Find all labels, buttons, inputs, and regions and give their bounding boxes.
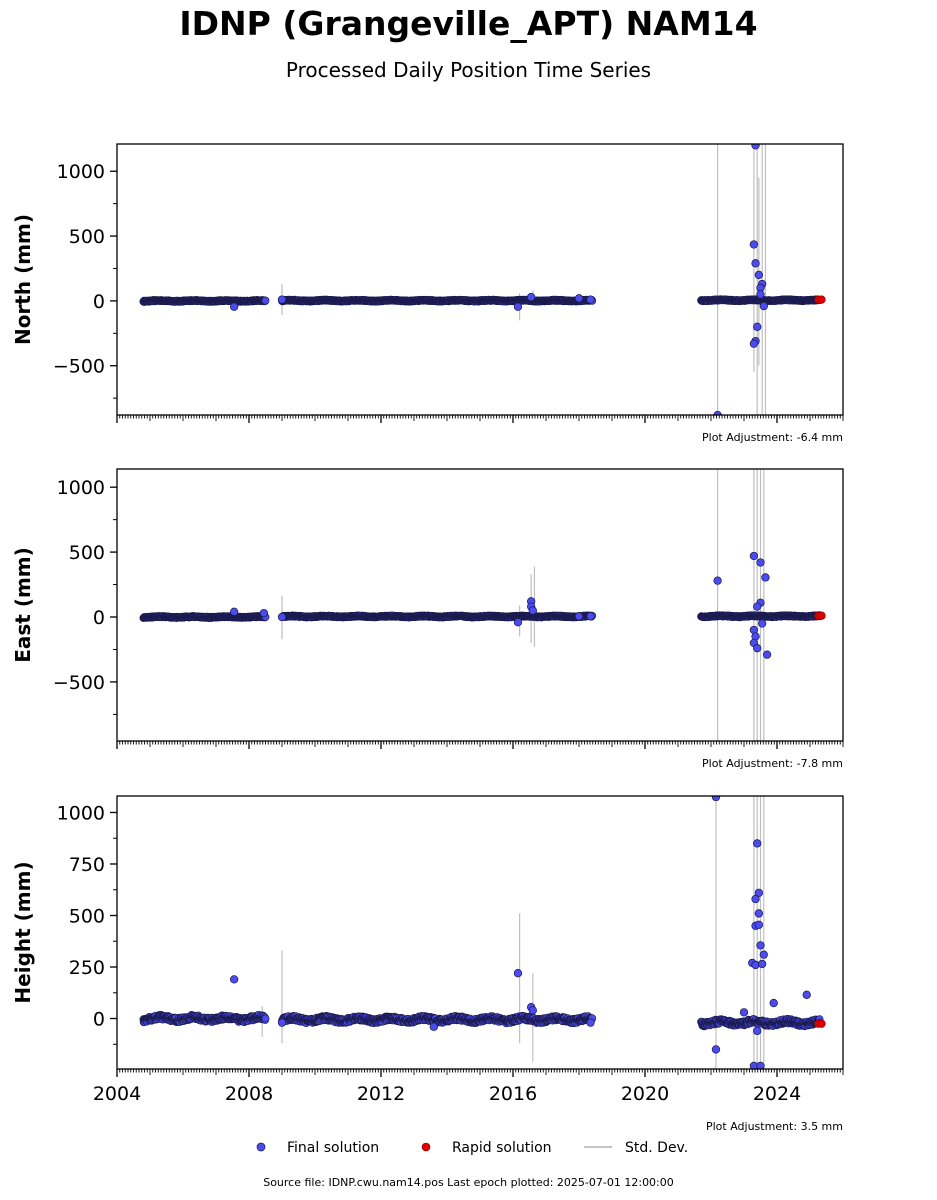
- final-point: [761, 573, 770, 582]
- y-tick-label: 500: [69, 542, 105, 564]
- final-point: [758, 619, 767, 628]
- panel-east: 1000 500 0 −500 East (mm) Plot Adjustment: -7…: [11, 468, 844, 770]
- final-point: [513, 618, 523, 627]
- y-tick-label: 500: [69, 226, 105, 248]
- y-tick-label: 1000: [57, 477, 105, 499]
- final-point: [751, 259, 760, 268]
- final-point: [713, 576, 722, 585]
- final-point: [229, 302, 239, 311]
- y-tick-label: −500: [53, 356, 105, 378]
- final-point: [753, 644, 762, 653]
- final-point: [259, 608, 269, 618]
- final-point: [528, 606, 537, 615]
- final-point: [261, 296, 270, 305]
- final-point: [586, 612, 595, 621]
- chart-title: IDNP (Grangeville_APT) NAM14: [179, 4, 758, 43]
- plot-adjustment: Plot Adjustment: -7.8 mm: [702, 757, 843, 770]
- y-axis-label: East (mm): [11, 547, 35, 663]
- final-point: [586, 295, 595, 304]
- final-point: [751, 144, 760, 150]
- final-point: [749, 339, 759, 348]
- final-point: [277, 612, 287, 622]
- final-point: [229, 607, 239, 616]
- final-point: [762, 650, 772, 659]
- final-point: [574, 612, 584, 621]
- rapid-point: [817, 611, 826, 620]
- panel-north: 1000 500 0 −500 North (mm) Plot Adjustment: -…: [11, 143, 844, 444]
- final-point: [756, 558, 765, 567]
- final-point: [527, 292, 536, 302]
- final-point: [754, 270, 763, 280]
- y-tick-label: −500: [53, 672, 105, 694]
- y-tick-label: 0: [93, 291, 105, 313]
- y-axis-label: North (mm): [11, 214, 35, 345]
- plot-adjustment: Plot Adjustment: -6.4 mm: [702, 431, 843, 444]
- final-point: [513, 302, 523, 311]
- final-point: [756, 290, 765, 299]
- axes-frame: [116, 468, 844, 742]
- final-point: [261, 1014, 270, 1023]
- final-point: [749, 240, 759, 249]
- final-point: [753, 602, 762, 611]
- final-point: [753, 322, 762, 331]
- final-point: [749, 551, 759, 561]
- axes-frame: [116, 143, 844, 416]
- chart-subtitle: Processed Daily Position Time Series: [285, 58, 652, 82]
- final-point: [713, 410, 722, 415]
- plot-area: [139, 796, 826, 1069]
- y-tick-label: 0: [93, 607, 105, 629]
- plot-area: [139, 144, 826, 415]
- y-tick-label: 1000: [57, 161, 105, 183]
- final-point: [574, 294, 584, 303]
- rapid-point: [817, 295, 826, 304]
- final-point: [277, 295, 287, 304]
- plot-area: [139, 469, 826, 741]
- final-point: [759, 301, 768, 311]
